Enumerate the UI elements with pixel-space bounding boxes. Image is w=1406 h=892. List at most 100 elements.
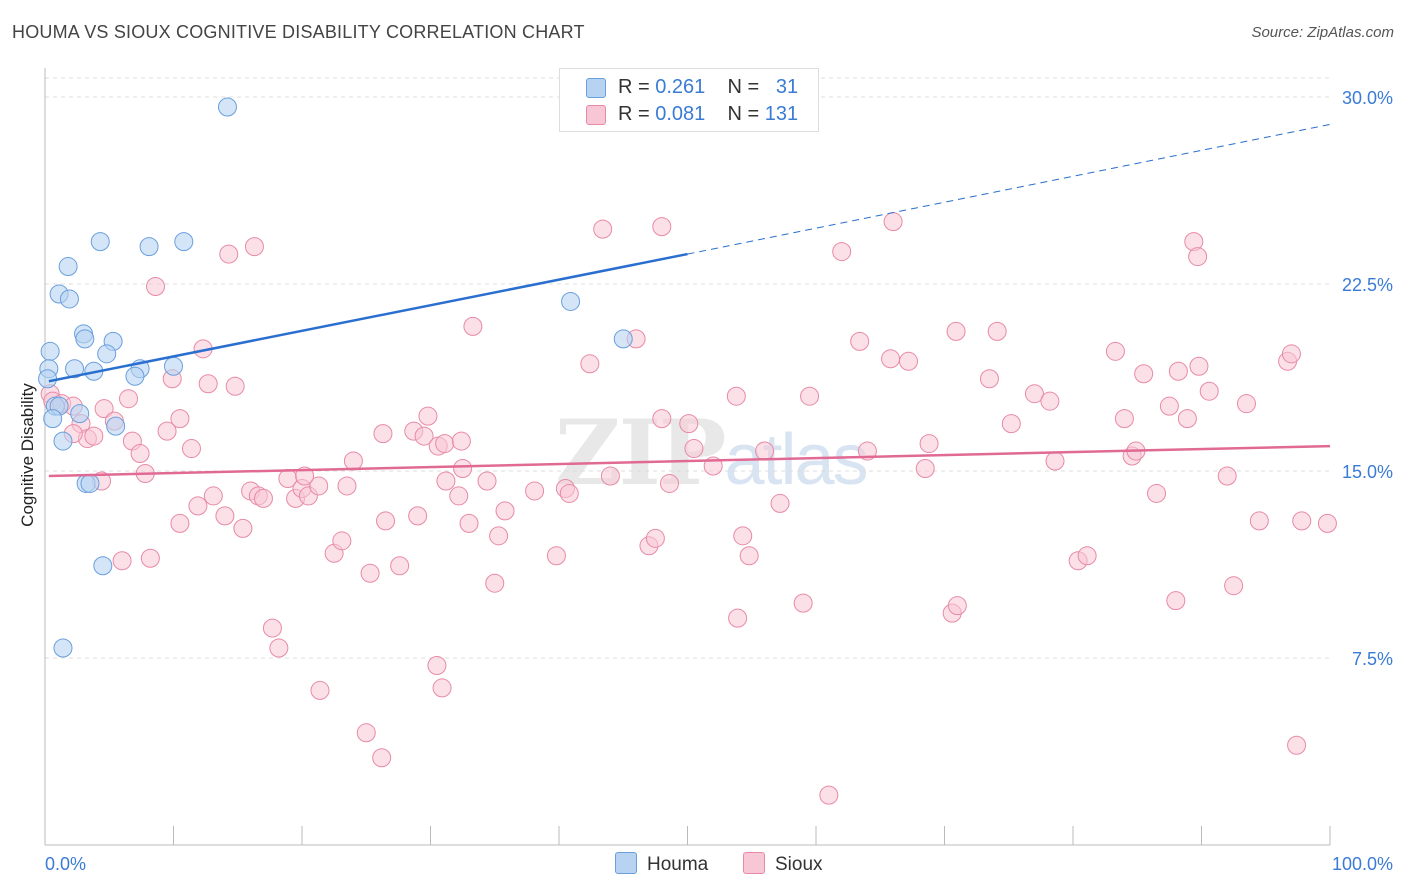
sioux-point [1077, 546, 1097, 566]
sioux-point [427, 655, 447, 675]
sioux-point [495, 501, 515, 521]
houma-point [97, 344, 117, 364]
houma-points [38, 97, 633, 658]
sioux-point [1159, 396, 1179, 416]
sioux-point [733, 526, 753, 546]
sioux-point [946, 321, 966, 341]
sioux-point [269, 638, 289, 658]
y-tick-label: 7.5% [1352, 649, 1393, 669]
sioux-point [915, 459, 935, 479]
houma-point [65, 359, 85, 379]
trend-lines [48, 123, 1331, 478]
sioux-point [244, 237, 264, 257]
sioux-point [600, 466, 620, 486]
sioux-point [1236, 394, 1256, 414]
sioux-point [1166, 591, 1186, 611]
houma-point [53, 638, 73, 658]
sioux-point [987, 321, 1007, 341]
sioux-point [198, 374, 218, 394]
sioux-point [489, 526, 509, 546]
houma-point [174, 232, 194, 252]
sioux-point [1134, 364, 1154, 384]
sioux-point [559, 483, 579, 503]
sioux-point [739, 546, 759, 566]
sioux-point [679, 414, 699, 434]
sioux-legend-swatch [743, 852, 765, 874]
sioux-point [414, 426, 434, 446]
sioux-point [1287, 735, 1307, 755]
sioux-point [1177, 409, 1197, 429]
zipatlas-watermark: ZIPatlas [555, 400, 869, 506]
sioux-point [332, 531, 352, 551]
houma-point [125, 366, 145, 386]
sioux-point [1217, 466, 1237, 486]
sioux-point [1317, 513, 1337, 533]
sioux-point [1249, 511, 1269, 531]
houma-point [93, 556, 113, 576]
houma-legend-label: Houma [647, 854, 709, 875]
houma-point [75, 329, 95, 349]
sioux-point [919, 434, 939, 454]
houma-point [613, 329, 633, 349]
sioux-point [1040, 391, 1060, 411]
sioux-point [1105, 341, 1125, 361]
sioux-point [1001, 414, 1021, 434]
sioux-point [408, 506, 428, 526]
sioux-point [94, 399, 114, 419]
sioux-point [459, 513, 479, 533]
sioux-point [1045, 451, 1065, 471]
x-tick-label-min: 0.0% [45, 854, 86, 874]
sioux-point [899, 351, 919, 371]
sioux-point [1199, 381, 1219, 401]
sioux-point [253, 488, 273, 508]
sioux-point [819, 785, 839, 805]
sioux-point [146, 276, 166, 296]
sioux-point [525, 481, 545, 501]
sioux-point [262, 618, 282, 638]
houma-point [58, 257, 78, 277]
houma-point [217, 97, 237, 117]
houma-legend-swatch [615, 852, 637, 874]
sioux-point [1281, 344, 1301, 364]
houma-point [59, 289, 79, 309]
sioux-point [453, 459, 473, 479]
houma-point [40, 341, 60, 361]
sioux-point [310, 680, 330, 700]
y-tick-label: 22.5% [1342, 275, 1393, 295]
houma-point [70, 404, 90, 424]
sioux-point [726, 386, 746, 406]
sioux-point [580, 354, 600, 374]
sioux-point [645, 528, 665, 548]
houma-point [164, 356, 183, 376]
x-tick-label-max: 100.0% [1332, 854, 1393, 874]
y-axis-label: Cognitive Disability [18, 383, 37, 527]
chart-title: HOUMA VS SIOUX COGNITIVE DISABILITY CORR… [12, 22, 585, 42]
sioux-point [755, 441, 775, 461]
sioux-point [485, 573, 505, 593]
sioux-point [883, 212, 903, 232]
sioux-point [360, 563, 380, 583]
sioux-point [356, 723, 376, 743]
sioux-point [130, 444, 150, 464]
sioux-point [832, 242, 852, 262]
sioux-point [1224, 576, 1244, 596]
sioux-point [225, 376, 245, 396]
sioux-point [309, 476, 329, 496]
sioux-point [376, 511, 396, 531]
tick-labels: 7.5% 15.0% 22.5% 30.0% 0.0% 100.0% [45, 88, 1393, 874]
sioux-point [295, 466, 315, 486]
sioux-point [660, 473, 680, 493]
sioux-point [684, 439, 704, 459]
axes [44, 68, 1331, 846]
legend-r-label: R = [618, 76, 650, 98]
sioux-point [84, 426, 104, 446]
sioux-point [343, 451, 363, 471]
houma-swatch [586, 78, 606, 98]
sioux-point [112, 551, 132, 571]
sioux-point [233, 518, 253, 538]
sioux-trend-line [48, 444, 1331, 478]
legend-r-value: 0.081 [655, 103, 706, 125]
sioux-point [1024, 384, 1044, 404]
sioux-point [793, 593, 813, 613]
